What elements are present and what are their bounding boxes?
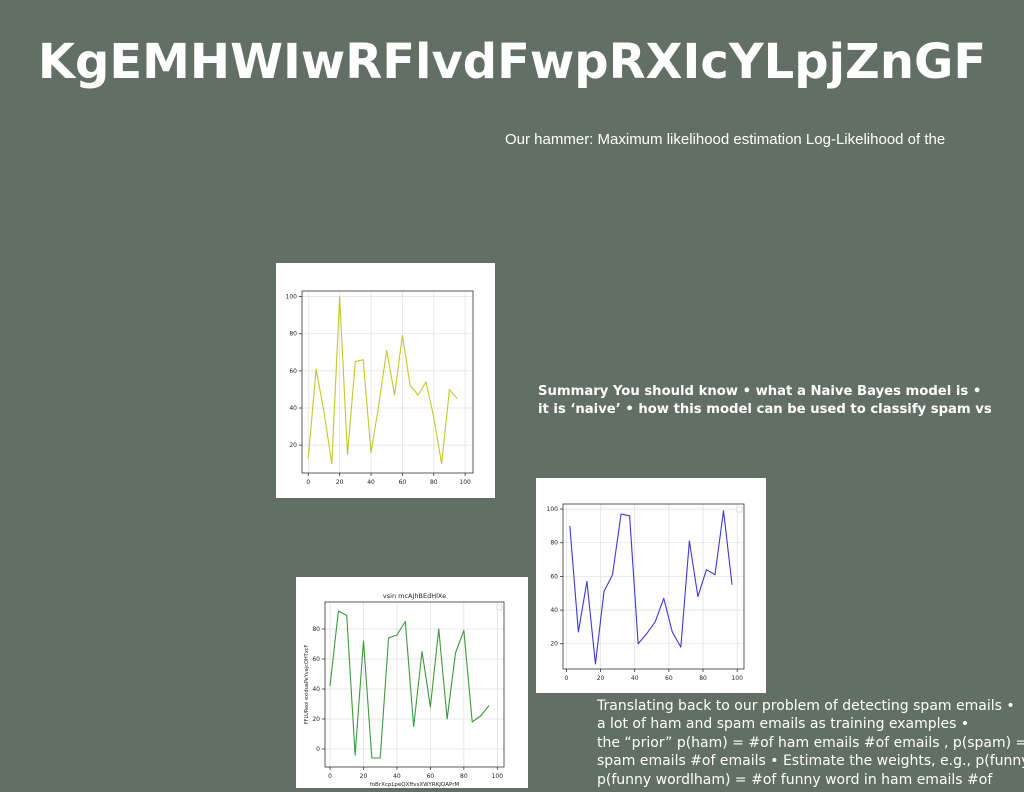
chart-2-ytick-label: 40 bbox=[312, 686, 320, 693]
chart-2-frame bbox=[325, 602, 504, 767]
chart-card-green: 0 20 40 60 80 100 0 20 40 60 80 vsin mcAJhBEdHlXe fo… bbox=[296, 577, 528, 788]
chart-1-xtick-label: 60 bbox=[665, 675, 673, 682]
chart-2-ytick-label: 80 bbox=[312, 626, 320, 633]
chart-2-xtick-label: 40 bbox=[393, 773, 401, 780]
translation-line: p(funny wordlham) = #of funny word in ha… bbox=[597, 771, 1024, 789]
chart-0-ytick-label: 100 bbox=[286, 294, 298, 301]
translation-line: Translating back to our problem of detec… bbox=[597, 697, 1024, 715]
chart-2-ytick-label: 60 bbox=[312, 656, 320, 663]
chart-1-legend-box bbox=[737, 507, 742, 512]
slide-title: KgEMHWIwRFlvdFwpRXIcYLpjZnGF bbox=[0, 32, 1024, 92]
chart-2-xlabel: foBrXcpLpeQXffvsXWYRKJQAPrM bbox=[370, 782, 460, 788]
chart-2-xtick-label: 0 bbox=[328, 773, 332, 780]
chart-1-xtick-label: 100 bbox=[731, 675, 743, 682]
chart-2-title: vsin mcAJhBEdHlXe bbox=[383, 592, 446, 600]
line-chart-blue: 0 20 40 60 80 100 20 40 60 80 100 bbox=[536, 478, 766, 693]
hammer-text: Our hammer: Maximum likelihood estimatio… bbox=[505, 130, 945, 149]
chart-1-ytick-label: 80 bbox=[550, 540, 558, 547]
line-chart-yellow: 0 20 40 60 80 100 20 40 60 80 100 bbox=[276, 263, 495, 498]
summary-line: it is ‘naive’ • how this model can be us… bbox=[538, 401, 1024, 419]
chart-0-xtick-label: 0 bbox=[306, 479, 310, 486]
translation-line: the “prior” p(ham) = #of ham emails #of … bbox=[597, 734, 1024, 752]
chart-card-blue: 0 20 40 60 80 100 20 40 60 80 100 bbox=[536, 478, 766, 693]
line-chart-green: 0 20 40 60 80 100 0 20 40 60 80 vsin mcAJhBEdHlXe fo… bbox=[296, 577, 528, 788]
chart-1-xtick-label: 40 bbox=[631, 675, 639, 682]
chart-1-xtick-label: 0 bbox=[565, 675, 569, 682]
chart-0-xtick-label: 100 bbox=[459, 479, 471, 486]
chart-0-ytick-label: 20 bbox=[289, 442, 297, 449]
chart-2-xtick-label: 80 bbox=[460, 773, 468, 780]
chart-0-xtick-label: 60 bbox=[399, 479, 407, 486]
chart-2-xtick-label: 60 bbox=[427, 773, 435, 780]
chart-0-xtick-label: 40 bbox=[367, 479, 375, 486]
chart-0-series-line bbox=[308, 297, 457, 464]
chart-card-yellow: 0 20 40 60 80 100 20 40 60 80 100 bbox=[276, 263, 495, 498]
translation-line: spam emails #of emails • Estimate the we… bbox=[597, 752, 1024, 770]
chart-1-ytick-label: 20 bbox=[550, 641, 558, 648]
translation-line: a lot of ham and spam emails as training… bbox=[597, 715, 1024, 733]
chart-0-xtick-label: 80 bbox=[430, 479, 438, 486]
chart-1-ytick-label: 60 bbox=[550, 573, 558, 580]
chart-2-ytick-label: 0 bbox=[316, 746, 320, 753]
chart-1-series-line bbox=[570, 511, 732, 664]
chart-0-xtick-label: 20 bbox=[336, 479, 344, 486]
chart-0-ytick-label: 80 bbox=[289, 331, 297, 338]
chart-2-ylabel: FFLUReoi exiduaPeYvajcOHTxcF bbox=[304, 645, 310, 725]
chart-0-frame bbox=[302, 291, 473, 473]
chart-2-xtick-label: 100 bbox=[492, 773, 504, 780]
chart-0-ytick-label: 40 bbox=[289, 405, 297, 412]
chart-0-ytick-label: 60 bbox=[289, 368, 297, 375]
translation-text: Translating back to our problem of detec… bbox=[597, 697, 1024, 789]
chart-1-xtick-label: 80 bbox=[699, 675, 707, 682]
chart-2-ytick-label: 20 bbox=[312, 716, 320, 723]
summary-line: Summary You should know • what a Naive B… bbox=[538, 383, 1024, 401]
summary-text: Summary You should know • what a Naive B… bbox=[538, 383, 1024, 419]
chart-1-ytick-label: 100 bbox=[547, 506, 559, 513]
chart-1-xtick-label: 20 bbox=[597, 675, 605, 682]
chart-1-frame bbox=[563, 504, 744, 669]
chart-1-ytick-label: 40 bbox=[550, 607, 558, 614]
chart-2-series-line bbox=[330, 611, 489, 758]
chart-2-legend-box bbox=[497, 605, 502, 610]
chart-2-xtick-label: 20 bbox=[360, 773, 368, 780]
